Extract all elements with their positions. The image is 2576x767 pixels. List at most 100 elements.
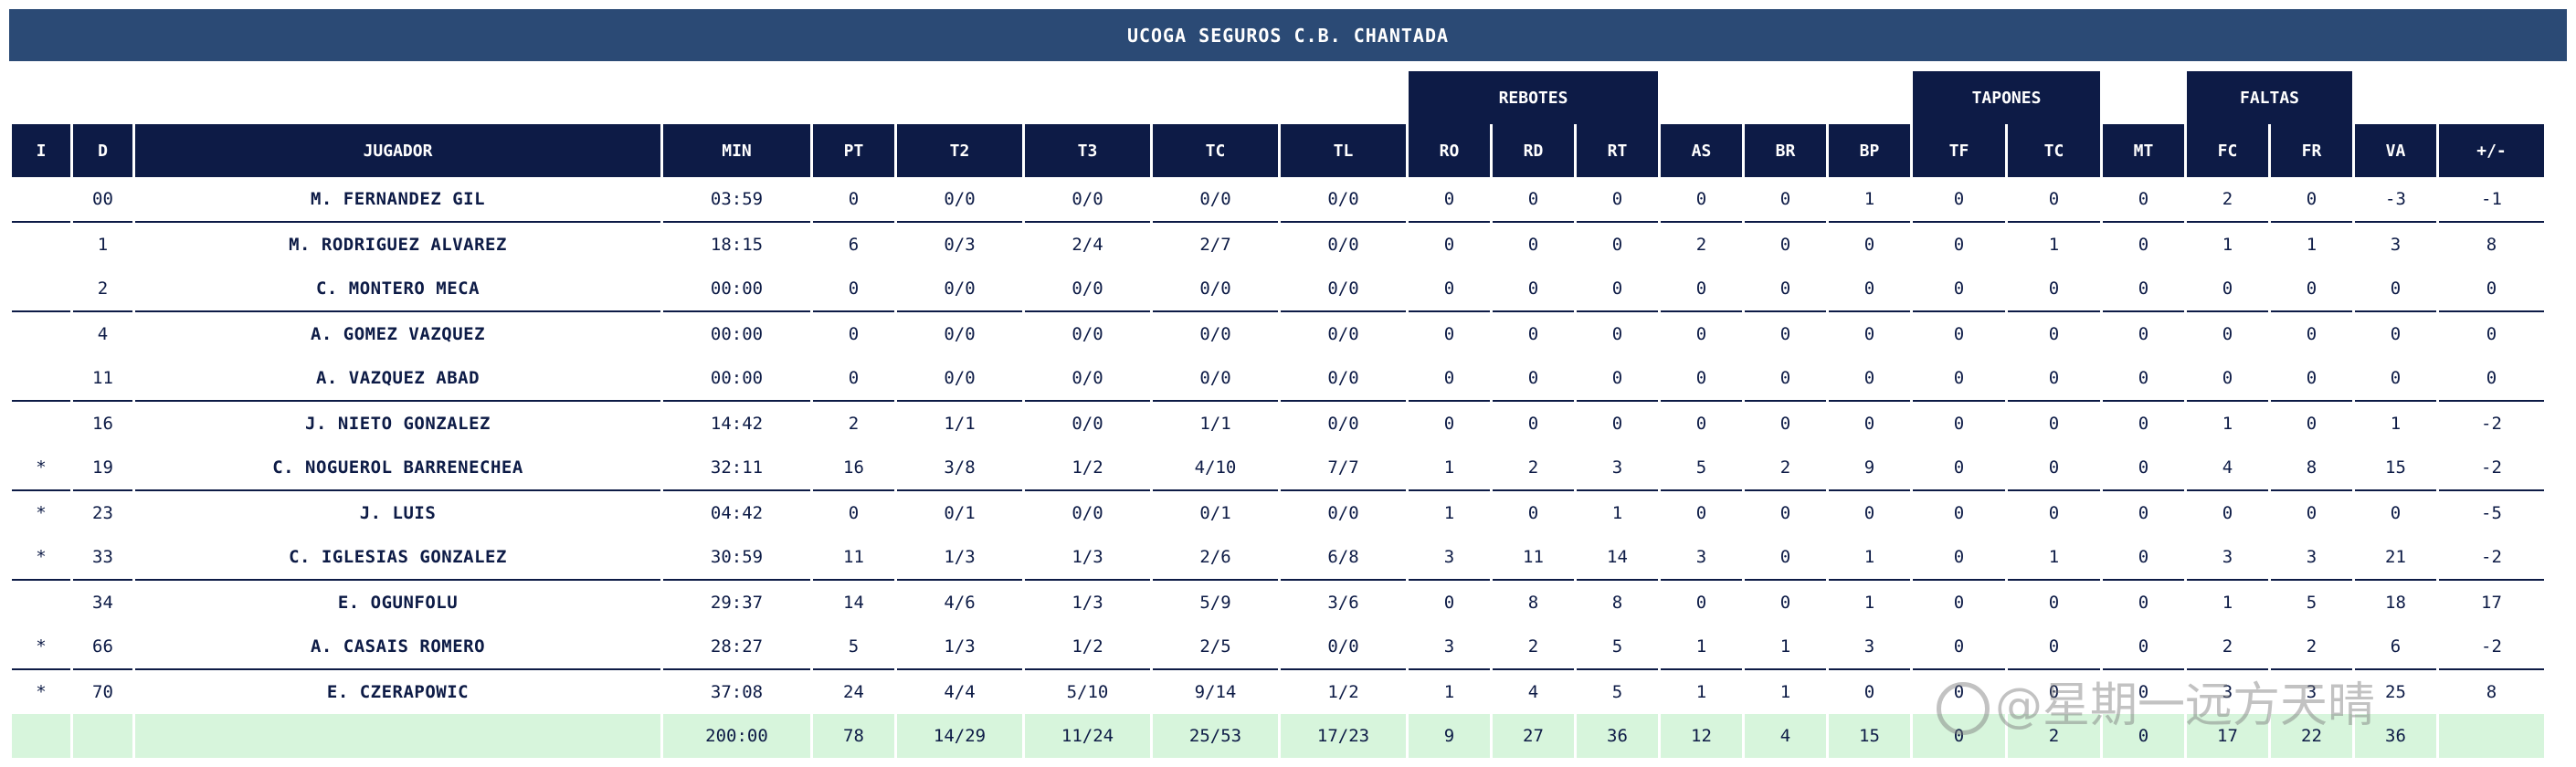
stat-cell: 66 [73, 625, 132, 670]
stat-cell: 1 [1829, 177, 1910, 223]
stat-cell: 1 [1829, 535, 1910, 581]
stat-cell: 0 [1913, 625, 2005, 670]
stat-cell: * [12, 625, 70, 670]
total-cell: 200:00 [663, 714, 810, 758]
stat-cell: 0/0 [1281, 267, 1406, 312]
stat-cell: -5 [2439, 491, 2544, 535]
column-header: TL [1281, 124, 1406, 177]
stat-cell: 14 [813, 581, 894, 625]
stat-cell: 9 [1829, 446, 1910, 491]
stat-cell: 0 [1577, 267, 1658, 312]
stat-cell: 5 [813, 625, 894, 670]
table-row: 2 C. MONTERO MECA 00:00 0 0/0 0/0 0/0 0/0 0 0 0 0 0 0… [12, 267, 2544, 312]
stat-cell: -1 [2439, 177, 2544, 223]
total-cell: 2 [2008, 714, 2100, 758]
stat-cell: 0/0 [1025, 312, 1150, 356]
stat-cell: 0/0 [1153, 356, 1278, 402]
stat-cell: 1/2 [1025, 625, 1150, 670]
stat-cell: 1 [2008, 223, 2100, 267]
stat-cell: 0/0 [1281, 312, 1406, 356]
stat-cell: 0 [2008, 670, 2100, 714]
stat-cell: 0 [1661, 312, 1742, 356]
stat-cell: 0 [1409, 267, 1490, 312]
column-header: +/- [2439, 124, 2544, 177]
stat-cell: -3 [2355, 177, 2436, 223]
column-header: FC [2187, 124, 2268, 177]
stat-cell: 17 [2439, 581, 2544, 625]
stat-cell: 0 [2187, 312, 2268, 356]
total-cell: 12 [1661, 714, 1742, 758]
stat-cell: 0 [1661, 267, 1742, 312]
stat-cell: 4/6 [897, 581, 1022, 625]
column-header: T2 [897, 124, 1022, 177]
stat-cell: 0 [1493, 402, 1574, 446]
stat-cell: 0 [1829, 402, 1910, 446]
total-cell: 36 [2355, 714, 2436, 758]
stat-cell: 0 [2187, 491, 2268, 535]
stat-cell: 0 [1409, 312, 1490, 356]
stat-cell: 1 [2008, 535, 2100, 581]
stat-cell: 0 [2439, 267, 2544, 312]
stat-cell: 18:15 [663, 223, 810, 267]
stat-cell: 1 [1661, 670, 1742, 714]
stat-cell: 0 [1745, 267, 1826, 312]
stat-cell: 3 [1409, 535, 1490, 581]
stat-cell: 3 [2187, 535, 2268, 581]
player-name: A. VAZQUEZ ABAD [135, 356, 660, 402]
stat-cell: 0 [1745, 312, 1826, 356]
stat-cell: 0 [1745, 177, 1826, 223]
stat-cell: 1 [2187, 581, 2268, 625]
watermark: @星期一远方天晴 [1937, 667, 2375, 735]
column-header: MT [2103, 124, 2184, 177]
stat-cell: 15 [2355, 446, 2436, 491]
stat-cell: 0 [2271, 356, 2352, 402]
total-cell: 17 [2187, 714, 2268, 758]
stat-cell: 0 [1829, 223, 1910, 267]
stat-cell: 0/0 [1025, 402, 1150, 446]
stat-cell: 0 [2008, 312, 2100, 356]
table-row: * 66 A. CASAIS ROMERO 28:27 5 1/3 1/2 2/5 0/0 3 2 5… [12, 625, 2544, 670]
stat-cell: 0 [1829, 312, 1910, 356]
stat-cell: 1 [2271, 223, 2352, 267]
stat-cell: 0 [2008, 177, 2100, 223]
stat-cell: 0/0 [1153, 177, 1278, 223]
column-header: BR [1745, 124, 1826, 177]
stat-cell: 0 [1913, 356, 2005, 402]
stat-cell: 03:59 [663, 177, 810, 223]
stat-cell: 0 [2008, 581, 2100, 625]
table-row: * 33 C. IGLESIAS GONZALEZ 30:59 11 1/3 1/3 2/6 6… [12, 535, 2544, 581]
stat-cell: 0 [1913, 177, 2005, 223]
stat-cell: 70 [73, 670, 132, 714]
stat-cell: 0 [2008, 446, 2100, 491]
stat-cell: 2 [1493, 446, 1574, 491]
stat-cell: 0 [1913, 312, 2005, 356]
stat-cell: 2 [1745, 446, 1826, 491]
player-name: J. NIETO GONZALEZ [135, 402, 660, 446]
stat-cell: 2/5 [1153, 625, 1278, 670]
stat-cell: 0/0 [897, 267, 1022, 312]
stat-cell: 8 [1577, 581, 1658, 625]
stat-cell: 0 [1409, 177, 1490, 223]
stat-cell: 0 [1913, 402, 2005, 446]
player-name: J. LUIS [135, 491, 660, 535]
box-score-table: REBOTES TAPONES FALTAS I D JUGADOR MIN PT T2 T… [9, 71, 2547, 758]
stat-cell: 0 [1829, 267, 1910, 312]
stat-cell: 1 [1745, 625, 1826, 670]
stat-cell: 1 [73, 223, 132, 267]
group-header-rebotes: REBOTES [1409, 71, 1658, 124]
stat-cell: 4/4 [897, 670, 1022, 714]
column-header: TF [1913, 124, 2005, 177]
stat-cell: 0 [1409, 402, 1490, 446]
stat-cell: 0 [1493, 177, 1574, 223]
stat-cell: 23 [73, 491, 132, 535]
stat-cell: 0 [1829, 356, 1910, 402]
total-cell: 78 [813, 714, 894, 758]
stat-cell: 0 [1493, 356, 1574, 402]
column-header: D [73, 124, 132, 177]
weibo-logo-icon [1937, 682, 1990, 735]
stat-cell: 0/0 [1153, 312, 1278, 356]
stat-cell: 0 [1745, 581, 1826, 625]
group-header-faltas: FALTAS [2187, 71, 2352, 124]
stat-cell: 0 [1577, 356, 1658, 402]
stat-cell: 0 [1409, 223, 1490, 267]
